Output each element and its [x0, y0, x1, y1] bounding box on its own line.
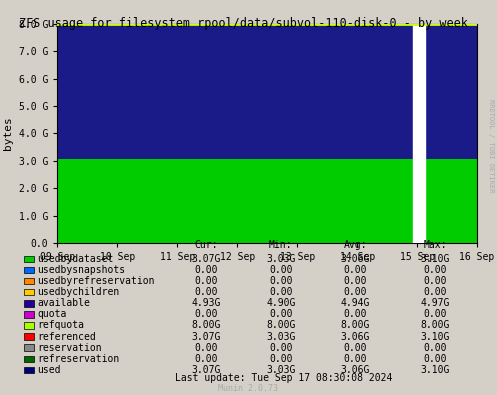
Text: 4.97G: 4.97G: [420, 298, 450, 308]
Text: Last update: Tue Sep 17 08:30:08 2024: Last update: Tue Sep 17 08:30:08 2024: [174, 373, 392, 383]
Text: 3.07G: 3.07G: [191, 331, 221, 342]
Text: 3.10G: 3.10G: [420, 331, 450, 342]
Text: usedbychildren: usedbychildren: [37, 287, 119, 297]
Text: 0.00: 0.00: [423, 342, 447, 353]
Text: 3.06G: 3.06G: [340, 254, 370, 264]
Text: referenced: referenced: [37, 331, 96, 342]
Text: Cur:: Cur:: [194, 240, 218, 250]
Text: 0.00: 0.00: [269, 342, 293, 353]
Text: 0.00: 0.00: [194, 265, 218, 275]
Text: 0.00: 0.00: [343, 354, 367, 364]
Text: 0.00: 0.00: [423, 287, 447, 297]
Text: Munin 2.0.73: Munin 2.0.73: [219, 384, 278, 393]
Text: quota: quota: [37, 309, 67, 320]
Text: 0.00: 0.00: [194, 354, 218, 364]
Text: 3.10G: 3.10G: [420, 365, 450, 375]
Text: refquota: refquota: [37, 320, 84, 331]
Text: 0.00: 0.00: [194, 342, 218, 353]
Text: 8.00G: 8.00G: [266, 320, 296, 331]
Text: reservation: reservation: [37, 342, 102, 353]
Text: 4.94G: 4.94G: [340, 298, 370, 308]
Y-axis label: bytes: bytes: [3, 117, 13, 150]
Text: used: used: [37, 365, 61, 375]
Text: 3.07G: 3.07G: [191, 254, 221, 264]
Text: available: available: [37, 298, 90, 308]
Text: 3.03G: 3.03G: [266, 331, 296, 342]
Text: 3.03G: 3.03G: [266, 365, 296, 375]
Text: RRDTOOL / TOBI OETIKER: RRDTOOL / TOBI OETIKER: [488, 100, 494, 193]
Text: 0.00: 0.00: [269, 287, 293, 297]
Text: 3.10G: 3.10G: [420, 254, 450, 264]
Text: Max:: Max:: [423, 240, 447, 250]
Text: usedbysnapshots: usedbysnapshots: [37, 265, 125, 275]
Text: 0.00: 0.00: [269, 354, 293, 364]
Text: Avg:: Avg:: [343, 240, 367, 250]
Text: 0.00: 0.00: [343, 276, 367, 286]
Text: 8.00G: 8.00G: [340, 320, 370, 331]
Text: 8.00G: 8.00G: [420, 320, 450, 331]
Text: 0.00: 0.00: [423, 309, 447, 320]
Text: 8.00G: 8.00G: [191, 320, 221, 331]
Text: 0.00: 0.00: [423, 354, 447, 364]
Text: 0.00: 0.00: [194, 309, 218, 320]
Text: 0.00: 0.00: [343, 342, 367, 353]
Text: 0.00: 0.00: [194, 287, 218, 297]
Text: 4.90G: 4.90G: [266, 298, 296, 308]
Text: 3.06G: 3.06G: [340, 365, 370, 375]
Text: ZFS usage for filesystem rpool/data/subvol-110-disk-0 - by week: ZFS usage for filesystem rpool/data/subv…: [19, 17, 468, 30]
Text: 3.06G: 3.06G: [340, 331, 370, 342]
Text: 0.00: 0.00: [423, 265, 447, 275]
Text: 4.93G: 4.93G: [191, 298, 221, 308]
Text: 3.07G: 3.07G: [191, 365, 221, 375]
Text: 0.00: 0.00: [194, 276, 218, 286]
Text: 0.00: 0.00: [269, 309, 293, 320]
Text: 0.00: 0.00: [269, 276, 293, 286]
Text: 3.03G: 3.03G: [266, 254, 296, 264]
Text: 0.00: 0.00: [269, 265, 293, 275]
Text: 0.00: 0.00: [343, 287, 367, 297]
Text: usedbyrefreservation: usedbyrefreservation: [37, 276, 155, 286]
Text: 0.00: 0.00: [343, 309, 367, 320]
Text: refreservation: refreservation: [37, 354, 119, 364]
Text: 0.00: 0.00: [423, 276, 447, 286]
Text: 0.00: 0.00: [343, 265, 367, 275]
Text: usedbydataset: usedbydataset: [37, 254, 114, 264]
Bar: [413, 10, 424, 257]
Text: Min:: Min:: [269, 240, 293, 250]
